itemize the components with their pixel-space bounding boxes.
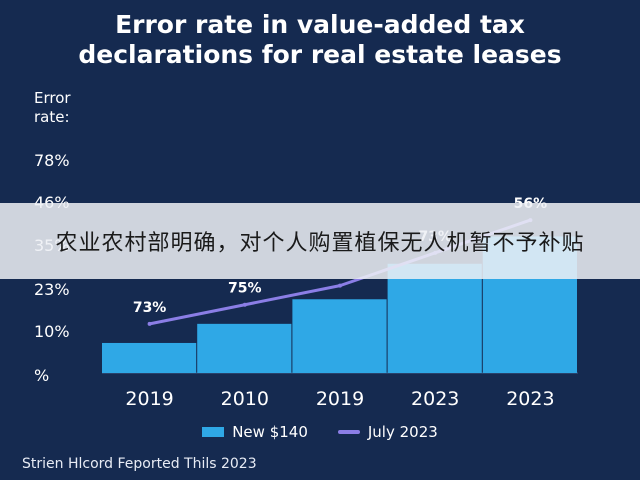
legend-label-bars: New $140 (232, 423, 308, 441)
bar (102, 342, 197, 373)
chart-title-line-2: declarations for real estate leases (78, 40, 562, 69)
line-point (147, 321, 152, 326)
x-tick-label: 2023 (506, 388, 554, 410)
legend-label-line: July 2023 (367, 423, 438, 441)
y-axis-label-line-1: Error (34, 89, 71, 107)
subtitle-banner-text: 农业农村部明确，对个人购置植保无人机暂不予补贴 (55, 231, 585, 256)
legend-item-line: July 2023 (337, 423, 438, 441)
x-tick-label: 2023 (411, 388, 459, 410)
x-tick-label: 2019 (316, 388, 364, 410)
chart-title: Error rate in value-added tax declaratio… (0, 10, 640, 70)
legend: New $140 July 2023 (0, 423, 640, 441)
subtitle-banner: 农业农村部明确，对个人购置植保无人机暂不予补贴 (0, 203, 640, 279)
y-tick-label: 78% (34, 151, 70, 170)
data-label: 73% (133, 300, 167, 316)
chart-title-line-1: Error rate in value-added tax (115, 10, 525, 39)
y-tick-label: % (34, 366, 49, 385)
bar (292, 299, 387, 373)
bar (387, 263, 482, 373)
legend-swatch-line (337, 430, 360, 434)
data-label: 75% (228, 281, 262, 297)
y-tick-label: 23% (34, 280, 70, 299)
source-note: Strien Hlcord Feported Thils 2023 (22, 456, 257, 472)
legend-swatch-bars (202, 427, 225, 437)
y-axis-label-line-2: rate: (34, 108, 70, 126)
line-point (338, 283, 342, 288)
legend-item-bars: New $140 (202, 423, 308, 441)
x-tick-label: 2019 (125, 388, 173, 410)
y-axis-label: Error rate: (34, 89, 104, 127)
bar (197, 323, 292, 373)
x-tick-label: 2010 (221, 388, 269, 410)
line-point (242, 302, 247, 307)
y-tick-label: 10% (34, 322, 70, 341)
